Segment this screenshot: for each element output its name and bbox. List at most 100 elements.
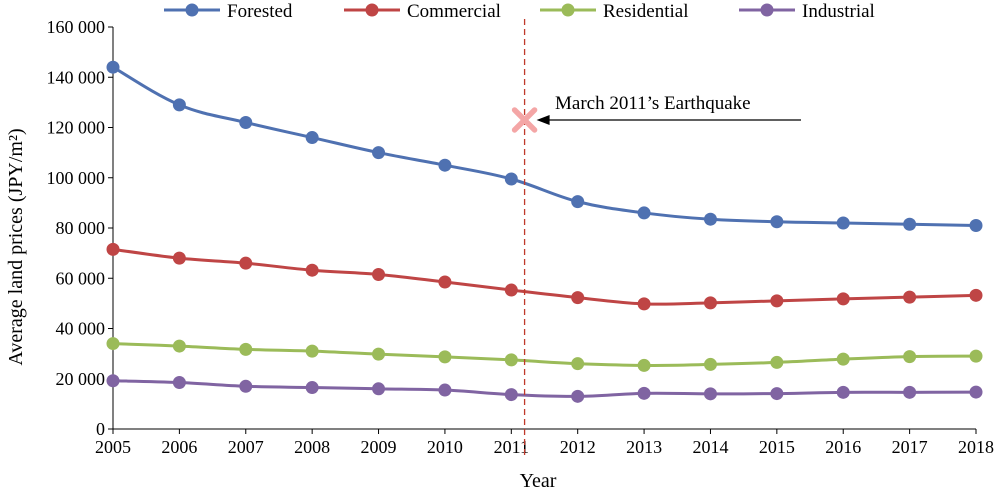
data-point bbox=[903, 217, 917, 231]
series-line bbox=[112, 247, 977, 306]
y-tick-label: 0 bbox=[96, 419, 105, 439]
data-point bbox=[504, 172, 518, 186]
series-line bbox=[112, 65, 977, 227]
data-point bbox=[571, 195, 585, 209]
y-tick-label: 80 000 bbox=[56, 218, 106, 238]
x-tick-label: 2007 bbox=[228, 437, 264, 457]
series-industrial bbox=[106, 374, 983, 403]
chart-marks bbox=[106, 60, 983, 403]
series-line bbox=[112, 342, 977, 367]
y-tick-label: 20 000 bbox=[56, 369, 106, 389]
data-point bbox=[571, 357, 585, 371]
y-axis-title: Average land prices (JPY/m²) bbox=[5, 128, 27, 365]
x-tick-label: 2009 bbox=[361, 437, 397, 457]
data-point bbox=[969, 349, 983, 363]
data-point bbox=[703, 296, 717, 310]
x-tick-label: 2016 bbox=[825, 437, 861, 457]
data-point bbox=[903, 385, 917, 399]
legend-item-forested: Forested bbox=[164, 1, 293, 22]
x-tick-label: 2006 bbox=[161, 437, 197, 457]
data-point bbox=[239, 256, 253, 270]
data-point bbox=[836, 352, 850, 366]
x-axis-title: Year bbox=[520, 470, 557, 492]
legend-swatch-marker bbox=[760, 3, 774, 17]
legend-label: Residential bbox=[603, 1, 688, 22]
data-point bbox=[969, 288, 983, 302]
y-tick-label: 60 000 bbox=[56, 268, 106, 288]
x-tick-label: 2018 bbox=[958, 437, 994, 457]
legend-swatch-marker bbox=[561, 3, 575, 17]
data-point bbox=[106, 60, 120, 74]
data-point bbox=[106, 337, 120, 351]
x-tick-label: 2015 bbox=[759, 437, 795, 457]
x-tick-label: 2013 bbox=[626, 437, 662, 457]
data-point bbox=[637, 206, 651, 220]
legend-item-residential: Residential bbox=[540, 1, 688, 22]
data-point bbox=[770, 215, 784, 229]
legend-label: Forested bbox=[227, 1, 293, 22]
y-tick-label: 100 000 bbox=[47, 168, 106, 188]
data-point bbox=[637, 358, 651, 372]
data-point bbox=[703, 357, 717, 371]
data-point bbox=[305, 381, 319, 395]
legend: Forested Commercial Residential Industrial bbox=[164, 1, 875, 22]
data-point bbox=[372, 382, 386, 396]
data-point bbox=[637, 297, 651, 311]
legend-label: Industrial bbox=[802, 1, 875, 22]
data-point bbox=[504, 388, 518, 402]
series-forested bbox=[106, 60, 983, 232]
data-point bbox=[172, 339, 186, 353]
x-tick-label: 2017 bbox=[892, 437, 928, 457]
data-point bbox=[305, 344, 319, 358]
data-point bbox=[106, 374, 120, 388]
legend-item-industrial: Industrial bbox=[739, 1, 875, 22]
data-point bbox=[438, 158, 452, 172]
y-tick-label: 40 000 bbox=[56, 319, 106, 339]
y-tick-label: 160 000 bbox=[47, 17, 106, 37]
data-point bbox=[770, 387, 784, 401]
data-point bbox=[172, 376, 186, 390]
series-residential bbox=[106, 337, 983, 372]
data-point bbox=[703, 212, 717, 226]
data-point bbox=[969, 385, 983, 399]
legend-swatch-marker bbox=[365, 3, 379, 17]
series-commercial bbox=[106, 242, 983, 311]
data-point bbox=[372, 267, 386, 281]
earthquake-annotation: March 2011’s Earthquake bbox=[511, 19, 801, 457]
data-point bbox=[372, 146, 386, 160]
x-tick-label: 2005 bbox=[95, 437, 131, 457]
annotation-arrow-head bbox=[536, 115, 550, 125]
y-tick-label: 140 000 bbox=[47, 67, 106, 87]
data-point bbox=[571, 389, 585, 403]
x-tick-label: 2008 bbox=[294, 437, 330, 457]
legend-item-commercial: Commercial bbox=[344, 1, 501, 22]
data-point bbox=[903, 290, 917, 304]
data-point bbox=[172, 98, 186, 112]
x-tick-label: 2011 bbox=[494, 437, 529, 457]
data-point bbox=[438, 350, 452, 364]
data-point bbox=[836, 292, 850, 306]
axes: 0 20 000 40 000 60 000 80 000 100 000 120 000 1… bbox=[47, 17, 995, 457]
data-point bbox=[703, 387, 717, 401]
x-tick-label: 2010 bbox=[427, 437, 463, 457]
x-tick-label: 2014 bbox=[692, 437, 728, 457]
annotation-label: March 2011’s Earthquake bbox=[555, 93, 751, 114]
x-tick-label: 2012 bbox=[560, 437, 596, 457]
data-point bbox=[305, 263, 319, 277]
earthquake-marker bbox=[511, 107, 538, 133]
data-point bbox=[770, 355, 784, 369]
data-point bbox=[172, 251, 186, 265]
data-point bbox=[836, 385, 850, 399]
data-point bbox=[239, 379, 253, 393]
data-point bbox=[239, 342, 253, 356]
data-point bbox=[305, 131, 319, 145]
data-point bbox=[438, 275, 452, 289]
legend-swatch-marker bbox=[185, 3, 199, 17]
data-point bbox=[836, 216, 850, 230]
data-point bbox=[504, 283, 518, 297]
y-tick-label: 120 000 bbox=[47, 118, 106, 138]
data-point bbox=[770, 294, 784, 308]
legend-label: Commercial bbox=[407, 1, 501, 22]
data-point bbox=[571, 291, 585, 305]
